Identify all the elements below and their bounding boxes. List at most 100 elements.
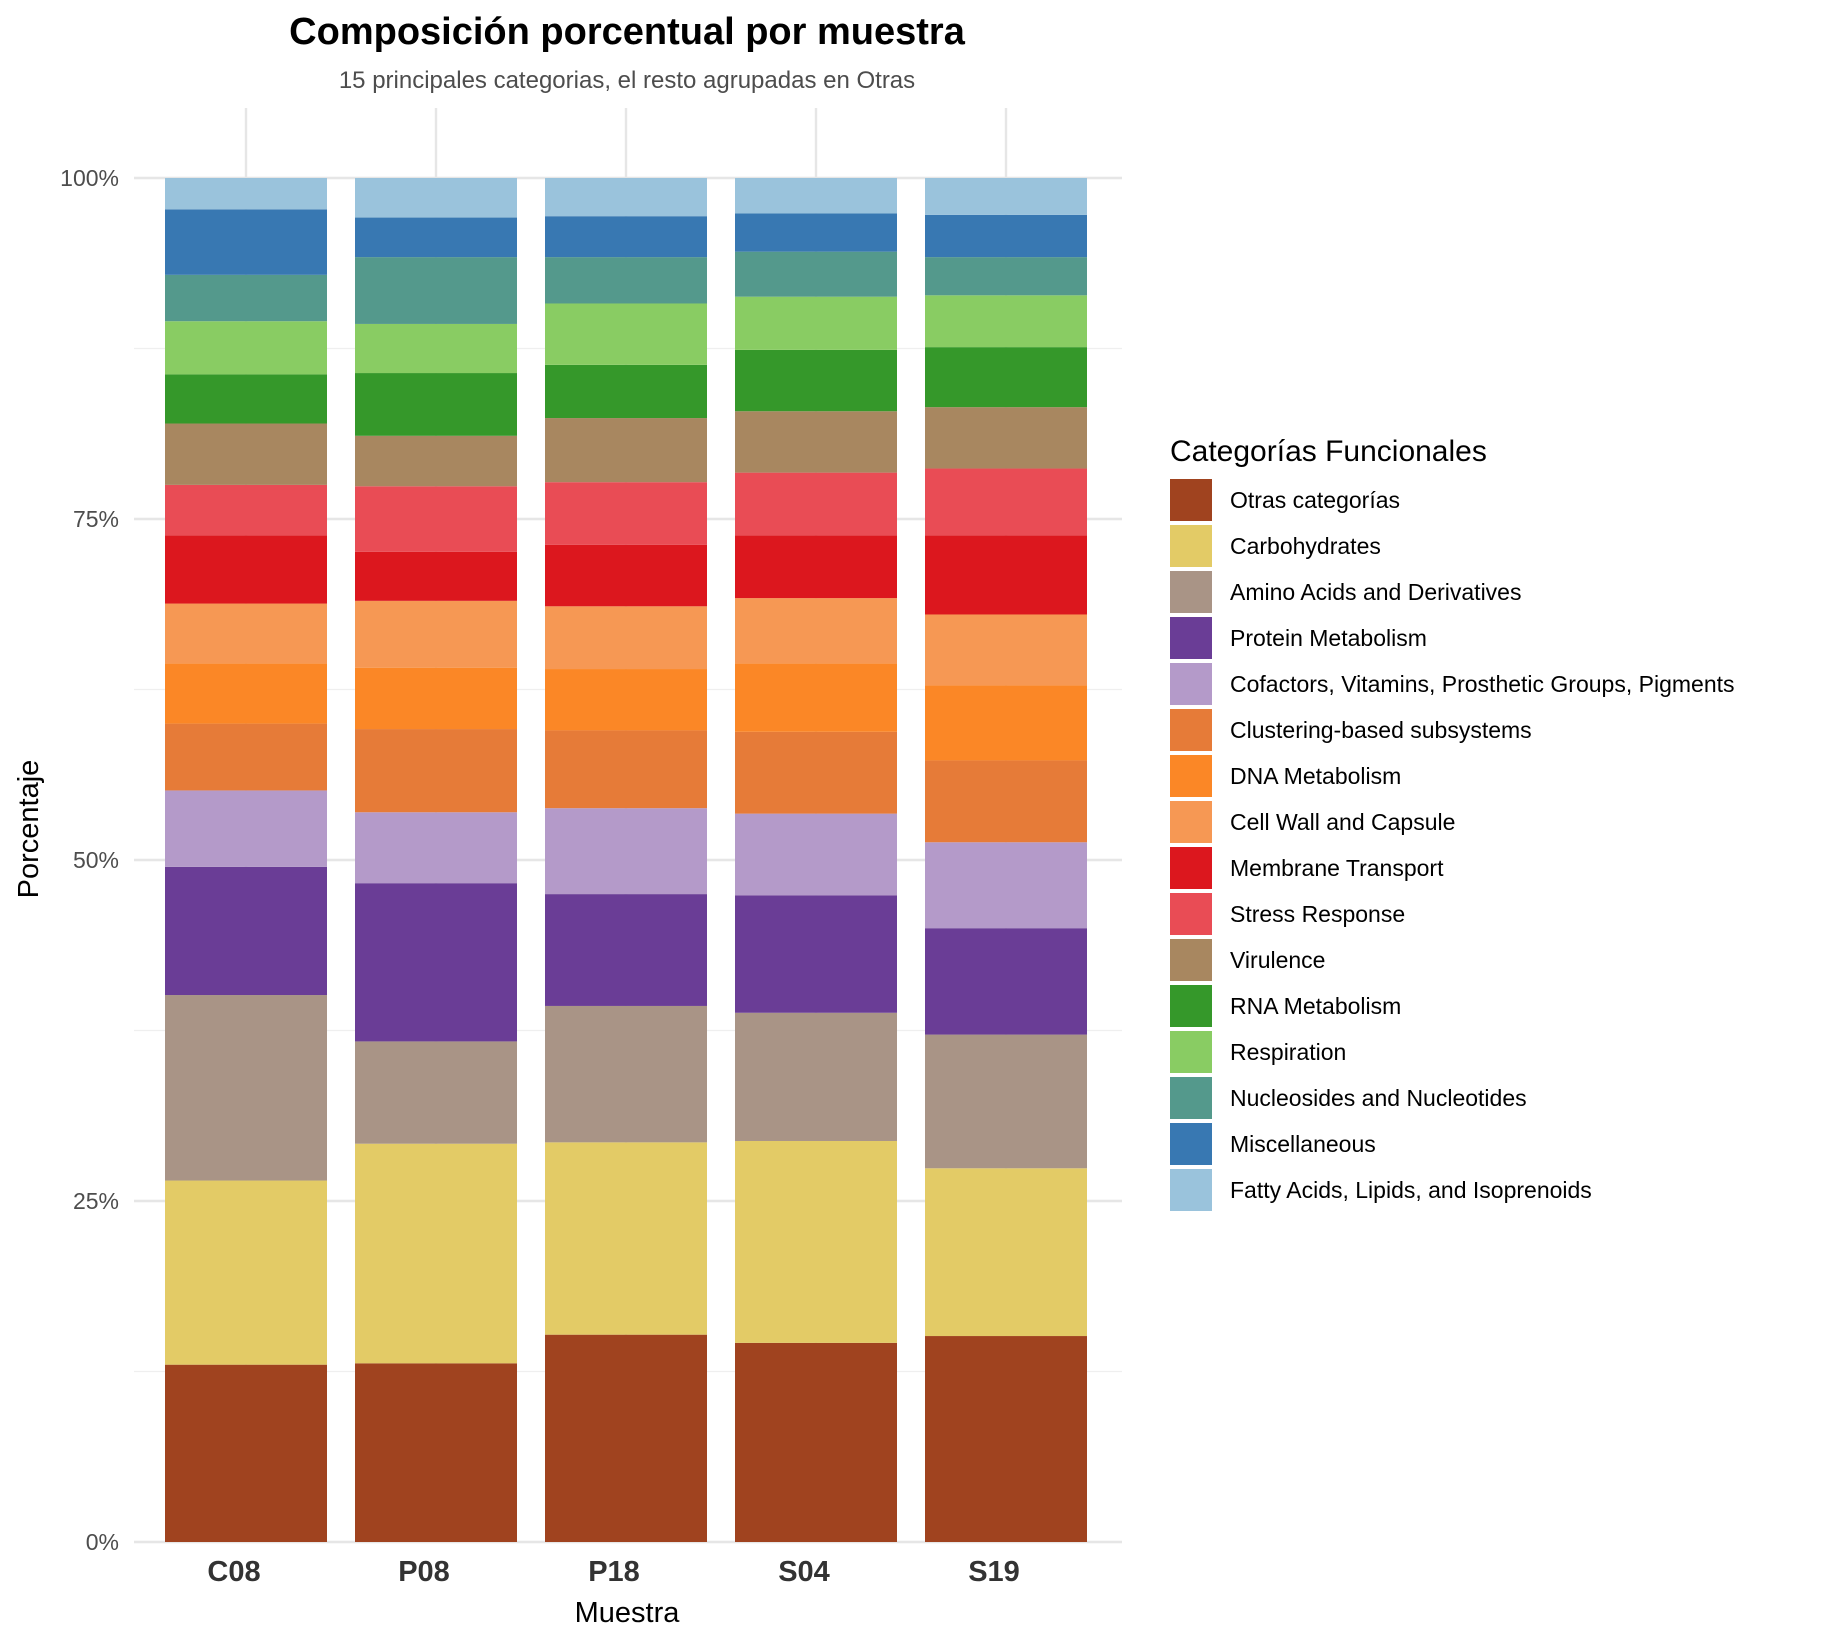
bar-segment (735, 178, 897, 214)
bar-segment (165, 995, 327, 1181)
x-tick-label: P18 (588, 1556, 640, 1588)
legend-key (1170, 1077, 1212, 1119)
bar-segment (735, 663, 897, 732)
bar-segment (545, 1005, 707, 1143)
bar-segment (735, 598, 897, 664)
legend-label: Membrane Transport (1230, 855, 1444, 881)
bar-segment (165, 1364, 327, 1542)
bar-segment (355, 1041, 517, 1144)
bar-segment (925, 760, 1087, 843)
bar-segment (355, 667, 517, 730)
x-tick-label: S19 (968, 1556, 1020, 1588)
bar-segment (165, 209, 327, 275)
bar-segment (735, 813, 897, 896)
bar-segment (355, 812, 517, 884)
bar-segment (735, 1140, 897, 1343)
legend-label: Otras categorías (1230, 487, 1400, 513)
bar-segment (165, 535, 327, 604)
bar-segment (355, 729, 517, 813)
bar-segment (545, 1334, 707, 1542)
y-tick-label: 25% (73, 1188, 119, 1214)
legend-label: Cofactors, Vitamins, Prosthetic Groups, … (1230, 671, 1735, 697)
legend-label: Protein Metabolism (1230, 625, 1427, 651)
legend-key (1170, 755, 1212, 797)
bar-segment (545, 669, 707, 731)
legend-label: DNA Metabolism (1230, 763, 1401, 789)
bar-segment (545, 606, 707, 670)
legend-label: Stress Response (1230, 901, 1405, 927)
bar-segment (355, 257, 517, 324)
legend-key (1170, 939, 1212, 981)
legend-key (1170, 1031, 1212, 1073)
legend-key (1170, 525, 1212, 567)
bar-segment (165, 484, 327, 536)
legend-label: Miscellaneous (1230, 1131, 1376, 1157)
bar-segment (925, 842, 1087, 929)
legend-key (1170, 617, 1212, 659)
chart-subtitle: 15 principales categorias, el resto agru… (339, 67, 915, 94)
bar-segment (735, 472, 897, 536)
legend-label: Virulence (1230, 947, 1325, 973)
x-axis: C08 P08 P18 S04 S19 (207, 1556, 1019, 1588)
bar-segment (735, 349, 897, 412)
bar-segment (355, 600, 517, 668)
bar-segment (165, 374, 327, 424)
x-tick-label: P08 (398, 1556, 450, 1588)
bar-segment (545, 808, 707, 895)
y-tick-label: 0% (86, 1529, 119, 1555)
bar-segment (545, 482, 707, 545)
bar-segment (165, 1180, 327, 1365)
bar-segment (735, 731, 897, 814)
bar-segment (355, 883, 517, 1042)
bar-segment (735, 213, 897, 252)
bar-segment (735, 296, 897, 350)
bar-segment (545, 894, 707, 1006)
x-tick-label: C08 (207, 1556, 260, 1588)
legend-label: Clustering-based subsystems (1230, 717, 1532, 743)
legend-label: Nucleosides and Nucleotides (1230, 1085, 1527, 1111)
bar-segment (545, 303, 707, 365)
bar-segment (545, 544, 707, 607)
bar-segment (355, 323, 517, 374)
bar-segment (545, 730, 707, 809)
legend-label: Fatty Acids, Lipids, and Isoprenoids (1230, 1177, 1592, 1203)
bar-segment (925, 468, 1087, 536)
bar-segment (165, 274, 327, 322)
bar-segment (355, 373, 517, 436)
legend-key (1170, 801, 1212, 843)
bar-segment (925, 685, 1087, 761)
legend-key (1170, 1123, 1212, 1165)
legend-label: RNA Metabolism (1230, 993, 1401, 1019)
bar-segment (735, 1342, 897, 1542)
bar-segment (735, 895, 897, 1013)
legend-key (1170, 571, 1212, 613)
bar-segment (925, 347, 1087, 408)
bar-segment (355, 486, 517, 552)
bars (165, 178, 1087, 1542)
bar-segment (925, 257, 1087, 296)
bar-segment (355, 551, 517, 601)
x-tick-label: S04 (778, 1556, 830, 1588)
legend: Categorías Funcionales Otras categorías C… (1170, 435, 1735, 1211)
y-axis-title: Porcentaje (13, 760, 45, 899)
bar-segment (925, 1168, 1087, 1337)
y-tick-label: 75% (73, 506, 119, 532)
legend-key (1170, 985, 1212, 1027)
bar-segment (545, 1142, 707, 1335)
bar-segment (545, 418, 707, 483)
legend-key (1170, 663, 1212, 705)
bar-segment (165, 423, 327, 485)
bar-segment (355, 217, 517, 258)
y-axis: 0% 25% 50% 75% 100% (60, 165, 119, 1555)
bar-segment (165, 321, 327, 375)
bar-segment (925, 614, 1087, 686)
bar-segment (735, 411, 897, 473)
bar-segment (165, 790, 327, 867)
bar-segment (925, 928, 1087, 1035)
bar-segment (735, 535, 897, 599)
bar-segment (545, 216, 707, 258)
chart-title: Composición porcentual por muestra (289, 11, 966, 53)
bar-segment (735, 251, 897, 297)
y-tick-label: 50% (73, 847, 119, 873)
